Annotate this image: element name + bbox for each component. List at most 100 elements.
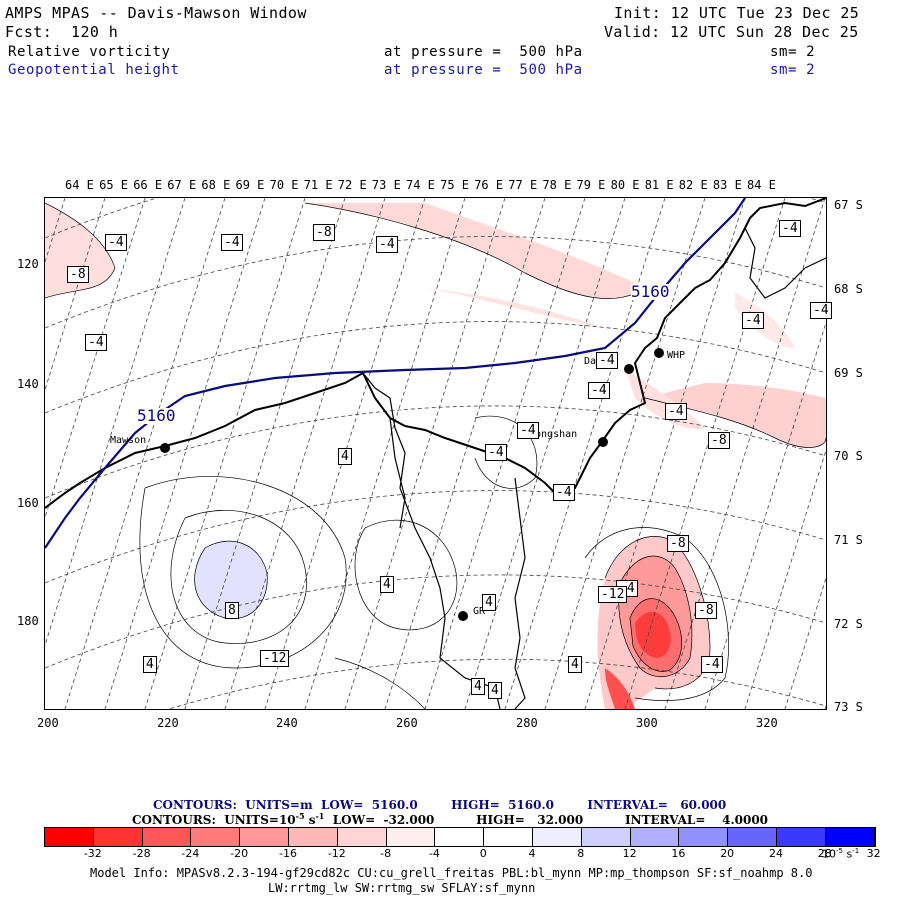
height-contour-legend: CONTOURS: UNITS=m LOW= 5160.0 HIGH= 5160… [153, 798, 727, 812]
latitude-label: 67 S [834, 198, 863, 212]
init-time: Init: 12 UTC Tue 23 Dec 25 [614, 4, 860, 22]
longitude-label: 71 E [303, 178, 333, 192]
field1-name: Relative vorticity [8, 44, 171, 60]
colorbar-cell [532, 828, 582, 846]
vorticity-label: -8 [67, 266, 89, 283]
colorbar-cell [630, 828, 680, 846]
legend-units-prefix: CONTOURS: UNITS=10 [132, 813, 296, 827]
vorticity-label: -4 [779, 220, 801, 237]
y-tick-label: 160 [17, 496, 39, 510]
latitude-label: 70 S [834, 449, 863, 463]
vorticity-contour-legend: CONTOURS: UNITS=10-5 s-1 LOW= -32.000 HI… [132, 811, 768, 827]
latitude-label: 68 S [834, 282, 863, 296]
station-label: GR [473, 606, 486, 617]
longitude-label: 80 E [610, 178, 640, 192]
unit-base: 10 [822, 847, 836, 861]
vorticity-label: -4 [221, 234, 243, 251]
vorticity-label: -4 [810, 302, 832, 319]
x-tick-label: 200 [37, 716, 59, 730]
x-tick-label: 300 [636, 716, 658, 730]
longitude-label: 66 E [133, 178, 163, 192]
colorbar-tick: 32 [866, 847, 881, 860]
vorticity-label: -4 [588, 382, 610, 399]
colorbar-tick: 12 [622, 847, 637, 860]
colorbar-tick: 4 [528, 847, 536, 860]
longitude-label: 65 E [99, 178, 128, 192]
map-panel: 5160 5160 MawsonDavisWHPZhongshanGR -4-4… [44, 197, 832, 710]
colorbar-cell [825, 828, 875, 846]
latitude-label: 73 S [834, 700, 863, 714]
vorticity-label: 4 [143, 656, 157, 673]
vorticity-label: -4 [742, 312, 764, 329]
longitude-label: 67 E [167, 178, 197, 192]
colorbar-cell [581, 828, 631, 846]
longitude-label: 81 E [644, 178, 674, 192]
colorbar-tick: -20 [230, 847, 249, 860]
map-canvas [45, 198, 826, 709]
vorticity-label: -12 [260, 650, 290, 667]
colorbar-tick: 28 [817, 847, 832, 860]
longitude-label: 78 E [542, 178, 572, 192]
colorbar-cell [191, 828, 241, 846]
latitude-label: 69 S [834, 366, 863, 380]
vorticity-label: -4 [517, 422, 539, 439]
colorbar-cell [435, 828, 485, 846]
unit-exponent2: -1 [852, 847, 860, 855]
colorbar-tick: -4 [428, 847, 440, 860]
colorbar-tick: -8 [380, 847, 392, 860]
longitude-label: 69 E [235, 178, 265, 192]
ice-shelf-outline [362, 227, 826, 709]
vorticity-label: -4 [105, 234, 127, 251]
forecast-hour: Fcst: 120 h [5, 23, 119, 41]
longitude-label: 68 E [201, 178, 231, 192]
colorbar-cell [484, 828, 533, 846]
colorbar-tick: 24 [769, 847, 783, 860]
x-tick-label: 240 [276, 716, 298, 730]
model-info: Model Info: MPASv8.2.3-194-gf29cd82c CU:… [90, 866, 813, 880]
legend-units-exponent2: -1 [315, 811, 325, 821]
y-tick-label: 180 [17, 614, 39, 628]
colorbar-cell [45, 828, 94, 846]
field1-smoothing: sm= 2 [770, 44, 816, 60]
vorticity-label: -8 [695, 602, 717, 619]
station-marker [160, 443, 170, 453]
x-tick-label: 320 [756, 716, 778, 730]
longitude-label: 72 E [337, 178, 367, 192]
colorbar-cell [240, 828, 289, 846]
x-tick-label: 220 [157, 716, 179, 730]
longitude-label: 73 E [371, 178, 401, 192]
station-marker [624, 364, 634, 374]
colorbar-tick: -24 [181, 847, 200, 860]
vorticity-label: 4 [338, 448, 352, 465]
colorbar-cell [288, 828, 338, 846]
longitude-label: 70 E [269, 178, 299, 192]
longitude-label: 64 E [65, 178, 94, 192]
colorbar [44, 827, 876, 847]
vorticity-label: -4 [376, 236, 398, 253]
unit-s: s [842, 847, 853, 861]
colorbar-tick: 20 [720, 847, 735, 860]
unit-exponent: -5 [836, 847, 843, 855]
longitude-label: 82 E [678, 178, 708, 192]
x-tick-label: 260 [396, 716, 418, 730]
vorticity-label: 8 [225, 602, 239, 619]
colorbar-cell [776, 828, 826, 846]
field2-name: Geopotential height [8, 62, 180, 78]
vorticity-label: 4 [380, 576, 394, 593]
station-marker [654, 348, 664, 358]
vorticity-label: 4 [568, 656, 582, 673]
longitude-label: 83 E [712, 178, 742, 192]
colorbar-cell [337, 828, 387, 846]
longitude-label: 77 E [508, 178, 538, 192]
field2-level: at pressure = 500 hPa [384, 62, 583, 78]
station-marker [458, 611, 468, 621]
colorbar-tick: -12 [327, 847, 346, 860]
colorbar-cell [93, 828, 143, 846]
longitude-label: 75 E [440, 178, 469, 192]
vorticity-label: -4 [596, 352, 618, 369]
vorticity-shading [45, 203, 826, 709]
coastline [45, 198, 826, 509]
valid-time: Valid: 12 UTC Sun 28 Dec 25 [604, 23, 859, 41]
station-label: Mawson [110, 435, 147, 446]
latitude-label: 71 S [834, 533, 863, 547]
